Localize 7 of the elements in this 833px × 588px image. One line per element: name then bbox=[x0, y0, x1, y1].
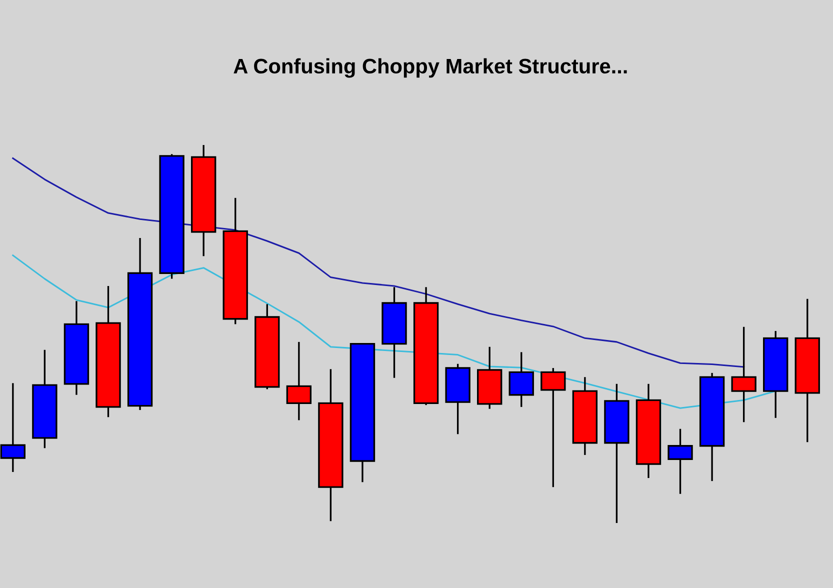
candlestick bbox=[731, 326, 756, 423]
candlestick bbox=[286, 341, 312, 422]
candlestick bbox=[508, 351, 534, 408]
candlestick bbox=[668, 428, 693, 495]
candlestick bbox=[540, 367, 566, 488]
chart-title: A Confusing Choppy Market Structure... bbox=[234, 58, 627, 78]
candlestick bbox=[0, 382, 26, 473]
